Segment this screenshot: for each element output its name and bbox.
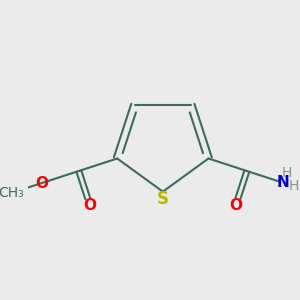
Text: O: O [35,176,48,190]
Text: S: S [157,190,169,208]
Text: O: O [83,198,96,213]
Text: CH₃: CH₃ [0,186,25,200]
Text: H: H [289,179,299,194]
Text: N: N [277,176,290,190]
Text: H: H [281,166,292,180]
Text: O: O [229,198,242,213]
